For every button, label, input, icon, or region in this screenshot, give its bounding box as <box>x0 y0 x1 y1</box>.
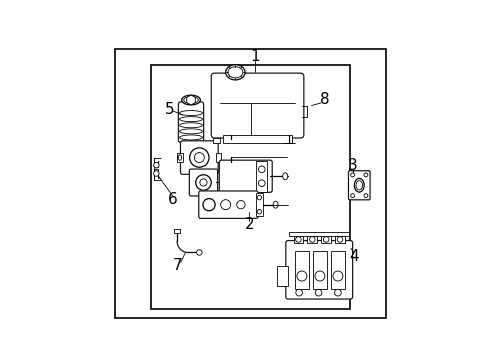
Circle shape <box>194 153 204 162</box>
Text: 1: 1 <box>249 49 259 64</box>
Text: 3: 3 <box>347 158 357 173</box>
Bar <box>216 153 221 162</box>
Ellipse shape <box>179 123 202 128</box>
FancyBboxPatch shape <box>189 169 217 196</box>
Bar <box>177 153 183 162</box>
Circle shape <box>257 210 261 214</box>
Text: 8: 8 <box>320 92 329 107</box>
FancyBboxPatch shape <box>219 160 272 192</box>
Bar <box>330 251 344 288</box>
FancyBboxPatch shape <box>198 191 258 219</box>
Circle shape <box>258 180 264 186</box>
Ellipse shape <box>178 155 181 160</box>
FancyBboxPatch shape <box>211 73 303 138</box>
Circle shape <box>363 194 367 198</box>
Bar <box>213 138 220 143</box>
Circle shape <box>350 173 354 177</box>
Text: 6: 6 <box>167 192 177 207</box>
Bar <box>150 66 350 309</box>
Circle shape <box>296 271 306 281</box>
Circle shape <box>220 200 230 210</box>
Ellipse shape <box>179 129 202 134</box>
Circle shape <box>334 289 341 296</box>
Text: 2: 2 <box>244 217 254 232</box>
Bar <box>276 266 287 286</box>
Ellipse shape <box>179 135 202 140</box>
Circle shape <box>195 175 211 190</box>
Ellipse shape <box>179 117 202 122</box>
Circle shape <box>257 195 261 200</box>
Ellipse shape <box>181 95 200 105</box>
Circle shape <box>153 162 159 168</box>
Bar <box>289 232 348 236</box>
Polygon shape <box>153 169 160 180</box>
Circle shape <box>315 289 321 296</box>
FancyBboxPatch shape <box>180 141 218 174</box>
Circle shape <box>196 250 202 255</box>
Bar <box>334 236 344 243</box>
Bar <box>173 229 180 233</box>
Ellipse shape <box>355 181 362 190</box>
Circle shape <box>189 148 208 167</box>
Ellipse shape <box>225 65 244 80</box>
Bar <box>312 251 326 288</box>
Ellipse shape <box>183 96 198 103</box>
Ellipse shape <box>354 179 364 192</box>
Circle shape <box>236 201 244 209</box>
Bar <box>293 236 303 243</box>
Circle shape <box>314 271 324 281</box>
Polygon shape <box>223 135 292 143</box>
Circle shape <box>203 199 215 211</box>
Circle shape <box>258 166 264 173</box>
Circle shape <box>323 237 328 242</box>
Circle shape <box>332 271 342 281</box>
Circle shape <box>337 237 342 242</box>
Text: 7: 7 <box>173 258 182 273</box>
FancyBboxPatch shape <box>348 171 369 200</box>
Ellipse shape <box>272 201 278 208</box>
Bar <box>294 251 308 288</box>
Circle shape <box>153 171 159 176</box>
Ellipse shape <box>179 111 202 116</box>
Circle shape <box>200 179 207 186</box>
Text: 5: 5 <box>164 102 174 117</box>
Bar <box>307 236 317 243</box>
FancyBboxPatch shape <box>178 102 203 143</box>
Circle shape <box>309 237 314 242</box>
Circle shape <box>363 173 367 177</box>
Ellipse shape <box>282 173 287 180</box>
Bar <box>256 193 263 216</box>
Bar <box>321 236 330 243</box>
Ellipse shape <box>227 67 243 78</box>
Circle shape <box>295 289 302 296</box>
FancyBboxPatch shape <box>285 240 352 299</box>
Circle shape <box>350 194 354 198</box>
Polygon shape <box>153 158 160 167</box>
Text: 4: 4 <box>348 249 358 264</box>
Polygon shape <box>186 95 195 105</box>
Circle shape <box>295 237 301 242</box>
Bar <box>256 161 266 192</box>
